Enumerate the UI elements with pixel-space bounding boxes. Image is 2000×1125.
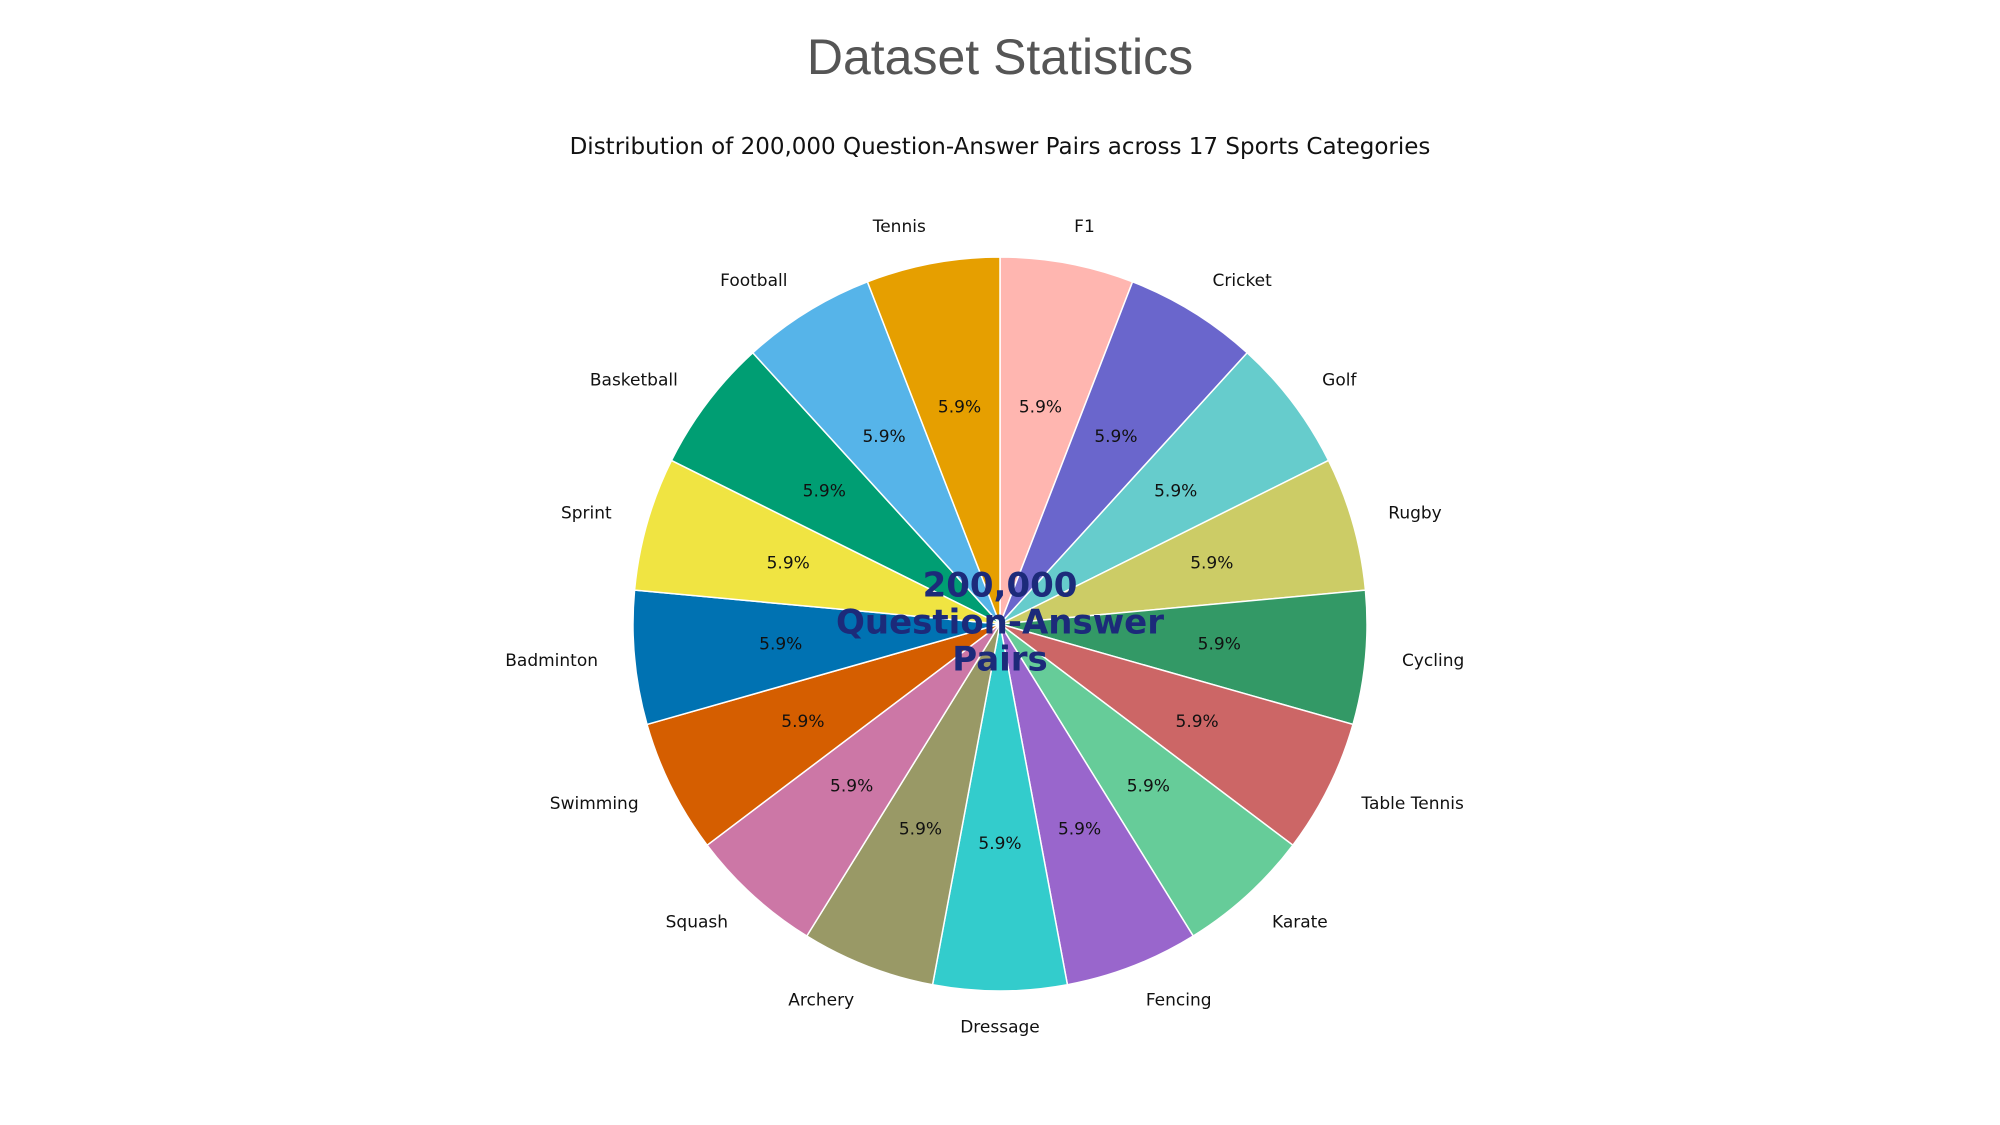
pie-slice-basketball: [670, 351, 1001, 625]
pie-slice-squash: [706, 623, 1001, 938]
category-label-swimming: Swimming: [550, 794, 639, 814]
category-label-dressage: Dressage: [960, 1018, 1040, 1038]
pct-label-basketball: 5.9%: [803, 481, 846, 501]
category-label-f1: F1: [1074, 217, 1095, 237]
center-text-line: 200,000: [923, 566, 1078, 606]
category-label-football: Football: [720, 271, 787, 291]
category-label-rugby: Rugby: [1388, 504, 1441, 524]
pie-slice-fencing: [999, 623, 1195, 986]
pct-label-dressage: 5.9%: [978, 834, 1021, 854]
pct-label-football: 5.9%: [862, 427, 905, 447]
category-label-archery: Archery: [788, 990, 854, 1010]
pct-label-sprint: 5.9%: [767, 554, 810, 574]
page-title: Dataset Statistics: [806, 29, 1194, 85]
category-label-sprint: Sprint: [561, 504, 612, 524]
category-label-tennis: Tennis: [872, 217, 926, 237]
pct-label-tennis: 5.9%: [938, 398, 981, 418]
pie-slice-karate: [999, 623, 1294, 938]
pie-slice-cycling: [999, 589, 1368, 726]
pct-label-cycling: 5.9%: [1198, 634, 1241, 654]
category-label-squash: Squash: [666, 912, 728, 932]
pct-label-fencing: 5.9%: [1058, 819, 1101, 839]
category-label-cricket: Cricket: [1213, 271, 1273, 291]
pie-slice-f1: [999, 256, 1134, 625]
pct-label-cricket: 5.9%: [1094, 427, 1137, 447]
pie-slice-tennis: [866, 256, 1001, 625]
category-label-badminton: Badminton: [505, 651, 598, 671]
center-text-line: Pairs: [952, 640, 1048, 680]
pie-slice-sprint: [633, 459, 1001, 625]
pie-slice-rugby: [999, 459, 1367, 625]
pct-label-swimming: 5.9%: [781, 712, 824, 732]
pct-label-badminton: 5.9%: [759, 634, 802, 654]
pie-slice-table-tennis: [999, 623, 1354, 847]
category-label-basketball: Basketball: [590, 371, 678, 391]
percentage-labels: 5.9% 5.9% 5.9% 5.9% 5.9% 5.9% 5.9% 5.9% 5.9% 5.9%…: [759, 398, 1241, 855]
chart-title: Distribution of 200,000 Question-Answer …: [570, 134, 1431, 160]
category-label-karate: Karate: [1272, 912, 1328, 932]
pct-label-rugby: 5.9%: [1190, 554, 1233, 574]
pie-slice-dressage: [931, 623, 1069, 992]
category-labels: F1 Cricket Golf Rugby Cycling Table Tennis Kar…: [505, 217, 1464, 1038]
pie-slice-cricket: [999, 280, 1249, 625]
pct-label-f1: 5.9%: [1019, 398, 1062, 418]
pie-slice-golf: [999, 351, 1330, 625]
pct-label-squash: 5.9%: [830, 777, 873, 797]
pct-label-karate: 5.9%: [1127, 777, 1170, 797]
pct-label-archery: 5.9%: [899, 819, 942, 839]
pie-slice-swimming: [646, 623, 1001, 847]
pct-label-golf: 5.9%: [1154, 481, 1197, 501]
category-label-fencing: Fencing: [1146, 990, 1212, 1010]
pie-slices: [632, 256, 1368, 992]
pct-label-table-tennis: 5.9%: [1176, 712, 1219, 732]
center-text-line: Question-Answer: [836, 603, 1164, 643]
pie-slice-archery: [805, 623, 1001, 986]
category-label-table-tennis: Table Tennis: [1360, 794, 1464, 814]
pie-slice-football: [751, 280, 1001, 625]
category-label-cycling: Cycling: [1402, 651, 1464, 671]
pie-slice-badminton: [632, 589, 1001, 726]
category-label-golf: Golf: [1322, 371, 1357, 391]
